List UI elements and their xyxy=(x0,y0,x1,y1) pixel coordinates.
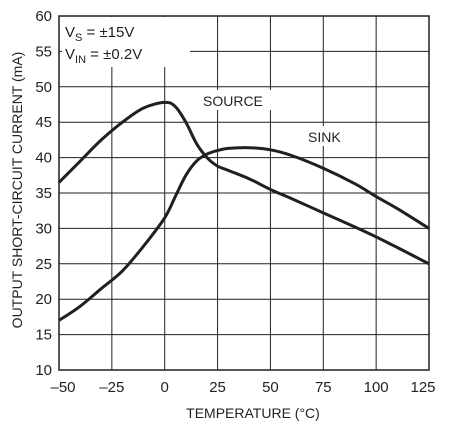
x-tick-label: 0 xyxy=(161,379,169,396)
y-tick-label: 10 xyxy=(35,362,52,379)
y-tick-label: 55 xyxy=(35,43,52,60)
x-tick-label: 125 xyxy=(410,379,435,396)
x-tick-label: –25 xyxy=(99,379,124,396)
vin-condition: VIN = ±0.2V xyxy=(65,46,142,66)
grid xyxy=(58,15,430,371)
y-tick-label: 25 xyxy=(35,256,52,273)
sink-label-bg xyxy=(305,126,353,146)
source-label-bg xyxy=(200,90,272,110)
x-tick-label: 50 xyxy=(262,379,279,396)
x-axis-label: TEMPERATURE (°C) xyxy=(186,405,320,421)
y-tick-label: 40 xyxy=(35,150,52,167)
x-tick-label: 100 xyxy=(364,379,389,396)
plot-frame xyxy=(58,15,430,371)
conditions-box xyxy=(62,17,190,67)
source-series-label: SOURCE xyxy=(203,93,263,109)
vs-condition: VS = ±15V xyxy=(65,24,134,44)
x-tick-label: 25 xyxy=(209,379,226,396)
y-tick-label: 45 xyxy=(35,114,52,131)
y-tick-label: 60 xyxy=(35,8,52,25)
x-tick-label: 75 xyxy=(315,379,332,396)
y-tick-label: 50 xyxy=(35,79,52,96)
y-tick-label: 15 xyxy=(35,327,52,344)
series-line-source xyxy=(57,100,430,266)
y-axis-label: OUTPUT SHORT-CIRCUIT CURRENT (mA) xyxy=(9,52,25,329)
y-tick-label: 30 xyxy=(35,220,52,237)
sink-series-label: SINK xyxy=(308,129,341,145)
y-tick-label: 35 xyxy=(35,185,52,202)
y-tick-label: 20 xyxy=(35,291,52,308)
x-tick-label: –50 xyxy=(50,379,75,396)
series-line-sink xyxy=(58,146,430,322)
